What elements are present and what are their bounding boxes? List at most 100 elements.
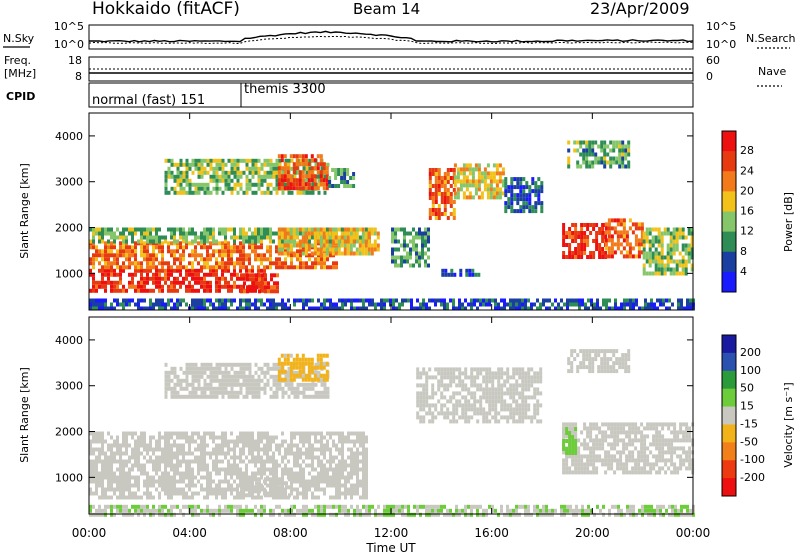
heatmap-cell [251, 491, 254, 496]
heatmap-cell [236, 487, 239, 492]
heatmap-cell [248, 186, 252, 191]
heatmap-cell [269, 162, 273, 167]
heatmap-cell [273, 493, 276, 498]
heatmap-cell [290, 158, 294, 163]
heatmap-cell [325, 235, 329, 240]
heatmap-cell [203, 190, 207, 195]
heatmap-cell [515, 403, 519, 408]
heatmap-cell [194, 280, 197, 285]
heatmap-cell [452, 367, 456, 372]
heatmap-cell [302, 475, 305, 480]
heatmap-cell [485, 419, 489, 424]
heatmap-cell [203, 245, 206, 250]
heatmap-cell [252, 489, 255, 494]
heatmap-cell [677, 306, 680, 311]
heatmap-cell [92, 491, 95, 496]
heatmap-cell [391, 231, 394, 236]
cpid-segment-1: normal (fast) 151 [92, 93, 205, 108]
heatmap-cell [323, 302, 326, 307]
heatmap-cell [107, 459, 110, 464]
heatmap-cell [509, 391, 513, 396]
heatmap-cell [455, 403, 459, 408]
heatmap-cell [249, 277, 252, 282]
heatmap-cell [167, 227, 170, 232]
heatmap-cell [522, 193, 526, 198]
heatmap-cell [320, 394, 324, 399]
heatmap-cell [619, 250, 623, 255]
heatmap-cell [128, 265, 131, 270]
heatmap-cell [197, 302, 200, 307]
heatmap-cell [616, 230, 620, 235]
heatmap-cell [92, 261, 95, 266]
heatmap-cell [92, 276, 95, 281]
heatmap-cell [170, 378, 174, 383]
heatmap-cell [194, 268, 197, 273]
heatmap-cell [218, 443, 221, 448]
heatmap-cell [158, 280, 161, 285]
heatmap-cell [125, 239, 128, 244]
heatmap-cell [422, 387, 426, 392]
heatmap-cell [295, 178, 299, 183]
heatmap-cell [194, 447, 197, 452]
heatmap-cell [604, 222, 608, 227]
heatmap-cell [465, 272, 469, 277]
nave-label: Nave [758, 65, 786, 78]
heatmap-cell [161, 483, 164, 488]
heatmap-cell [188, 261, 191, 266]
heatmap-cell [452, 371, 456, 376]
heatmap-cell [446, 188, 450, 192]
heatmap-cell [146, 276, 149, 281]
heatmap-cell [616, 242, 620, 247]
heatmap-cell [170, 386, 174, 391]
heatmap-cell [209, 272, 212, 277]
heatmap-cell [322, 353, 326, 358]
heatmap-cell [640, 238, 644, 243]
heatmap-cell [164, 302, 167, 307]
heatmap-cell [245, 378, 249, 383]
heatmap-cell [242, 443, 245, 448]
heatmap-cell [603, 144, 607, 149]
heatmap-cell [215, 158, 219, 163]
heatmap-cell [233, 451, 236, 456]
heatmap-cell [197, 467, 200, 472]
heatmap-cell [347, 435, 350, 440]
heatmap-cell [591, 152, 595, 157]
heatmap-cell [248, 374, 252, 379]
heatmap-cell [194, 483, 197, 488]
heatmap-cell [277, 247, 281, 252]
heatmap-cell [275, 166, 279, 171]
heatmap-cell [578, 302, 581, 307]
heatmap-cell [525, 181, 529, 186]
heatmap-cell [251, 394, 255, 399]
heatmap-cell [170, 451, 173, 456]
heatmap-cell [203, 272, 206, 277]
heatmap-cell [338, 431, 341, 436]
heatmap-cell [513, 197, 517, 202]
heatmap-cell [650, 306, 653, 311]
heatmap-cell [365, 306, 368, 311]
heatmap-cell [494, 302, 497, 307]
heatmap-cell [176, 302, 179, 307]
heatmap-cell [634, 238, 638, 243]
heatmap-cell [591, 148, 595, 153]
heatmap-cell [206, 467, 209, 472]
heatmap-cell [164, 170, 168, 175]
heatmap-cell [176, 298, 179, 303]
heatmap-cell [310, 154, 314, 159]
heatmap-cell [500, 407, 504, 412]
heatmap-cell [566, 298, 569, 303]
heatmap-cell [239, 257, 242, 262]
heatmap-cell [224, 467, 227, 472]
heatmap-cell [218, 231, 221, 236]
heatmap-cell [248, 447, 251, 452]
heatmap-cell [191, 386, 195, 391]
heatmap-cell [495, 171, 499, 176]
heatmap-cell [239, 455, 242, 460]
heatmap-cell [149, 459, 152, 464]
heatmap-cell [462, 195, 466, 200]
heatmap-cell [666, 227, 670, 232]
heatmap-cell [152, 280, 155, 285]
heatmap-cell [257, 447, 260, 452]
heatmap-cell [418, 259, 421, 264]
heatmap-cell [200, 439, 203, 444]
